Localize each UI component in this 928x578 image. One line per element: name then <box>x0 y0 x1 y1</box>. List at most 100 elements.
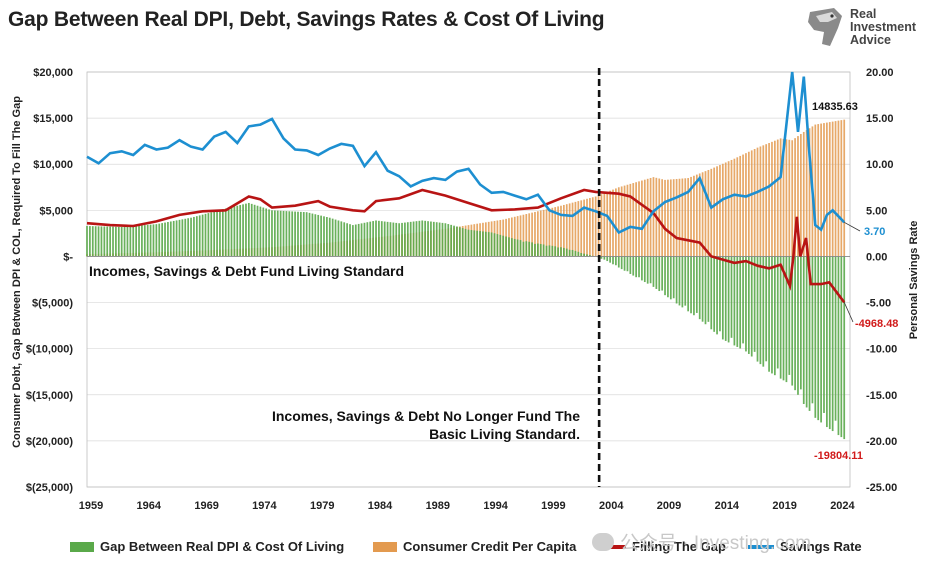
wechat-icon <box>592 533 614 551</box>
gap-bar <box>320 215 322 257</box>
gap-bar <box>155 224 158 257</box>
left-axis-tick-label: $(5,000) <box>32 298 73 310</box>
gap-bar <box>447 224 450 257</box>
left-axis-tick-label: $10,000 <box>33 159 73 171</box>
gap-bar <box>837 256 840 436</box>
consumer-credit-bar <box>675 178 678 257</box>
gap-bar <box>216 210 218 257</box>
gap-bar <box>502 235 505 257</box>
consumer-credit-bar <box>727 161 730 257</box>
gap-bar <box>817 256 820 421</box>
gap-bar <box>768 256 770 372</box>
gap-bar <box>539 243 542 257</box>
gap-bar <box>658 256 661 292</box>
gap-bar <box>580 253 583 257</box>
gap-bar <box>421 220 424 257</box>
gap-bar <box>482 231 484 257</box>
x-axis-tick-label: 2014 <box>715 500 740 512</box>
consumer-credit-bar <box>525 214 528 257</box>
right-axis-ticks: 20.00 15.00 10.00 5.00 0.00 -5.00 -10.00 -15.00… <box>866 67 897 494</box>
gap-bar <box>586 254 588 257</box>
gap-bar <box>834 256 837 421</box>
gap-bar <box>94 226 97 257</box>
gap-bar <box>759 256 762 365</box>
consumer-credit-bar <box>551 207 554 257</box>
gap-bar <box>187 218 190 257</box>
gap-bar <box>401 222 403 257</box>
gap-bar <box>626 256 629 272</box>
left-axis-tick-label: $5,000 <box>39 205 73 217</box>
gap-bar <box>560 247 562 257</box>
gap-bar <box>479 231 481 257</box>
gap-bar <box>334 219 337 257</box>
gap-bar <box>681 256 684 308</box>
consumer-credit-bar <box>681 178 684 257</box>
consumer-credit-bar <box>805 130 808 257</box>
consumer-credit-bar <box>759 146 762 257</box>
gap-bar <box>198 215 201 257</box>
consumer-credit-bar <box>782 138 785 257</box>
consumer-credit-bar <box>548 208 551 257</box>
x-axis-tick-label: 1974 <box>252 500 277 512</box>
consumer-credit-bar <box>713 167 716 257</box>
gap-bar <box>175 220 178 257</box>
chart-title: Gap Between Real DPI, Debt, Savings Rate… <box>8 8 605 31</box>
right-axis-tick-label: 20.00 <box>866 67 894 79</box>
consumer-credit-bar <box>707 169 710 257</box>
gap-bar <box>750 256 753 357</box>
gap-bar <box>372 221 374 257</box>
x-axis-tick-label: 1964 <box>137 500 162 512</box>
consumer-credit-bar <box>710 168 713 257</box>
gap-bar <box>432 221 435 257</box>
right-axis-tick-label: -25.00 <box>866 482 897 494</box>
consumer-credit-bar <box>771 141 773 257</box>
gap-bar <box>441 222 444 257</box>
gap-bar <box>805 256 808 408</box>
consumer-credit-bar <box>658 178 661 257</box>
gap-bar <box>551 245 554 257</box>
gap-bar <box>247 202 250 257</box>
gap-bar <box>343 222 346 257</box>
logo-line-3: Advice <box>850 33 891 47</box>
gap-bar <box>695 256 698 313</box>
gap-bar <box>138 225 140 257</box>
consumer-credit-bar <box>583 199 585 257</box>
consumer-credit-bar <box>678 178 681 257</box>
gap-bar <box>536 243 539 257</box>
gap-bar <box>782 256 785 381</box>
gap-bar <box>678 256 681 306</box>
consumer-credit-bar <box>684 178 687 257</box>
consumer-credit-bar <box>817 124 820 257</box>
gap-bar <box>294 211 296 257</box>
gap-bar <box>808 256 811 411</box>
gap-bar <box>583 253 585 257</box>
gap-bar <box>236 205 239 257</box>
gap-bar <box>667 256 669 298</box>
gap-bar <box>736 256 739 347</box>
gap-bar <box>273 210 276 257</box>
consumer-credit-bar <box>635 182 637 257</box>
gap-bar <box>450 224 453 257</box>
gap-bar <box>259 206 262 257</box>
gap-bar <box>779 256 782 379</box>
gap-bar <box>771 256 773 374</box>
gap-bar <box>557 247 559 257</box>
legend-label-filling: Filling The Gap <box>632 539 726 554</box>
left-axis-tick-label: $20,000 <box>33 67 73 79</box>
gap-bar <box>276 210 279 257</box>
gap-bar <box>545 245 548 257</box>
right-axis-label: Personal Savings Rate <box>908 221 920 340</box>
gap-bar <box>233 206 236 257</box>
gap-bar <box>534 243 536 257</box>
consumer-credit-bar <box>539 210 542 257</box>
filling-gap-leader <box>843 302 854 323</box>
consumer-credit-bar <box>577 201 580 257</box>
gap-bar <box>490 232 493 257</box>
gap-bar <box>291 211 294 257</box>
gap-bar <box>516 239 519 257</box>
x-axis-tick-label: 2019 <box>772 500 796 512</box>
gap-bar <box>577 251 580 257</box>
consumer-credit-bar <box>843 119 846 257</box>
gap-bar <box>458 227 461 257</box>
gridlines <box>86 71 851 488</box>
